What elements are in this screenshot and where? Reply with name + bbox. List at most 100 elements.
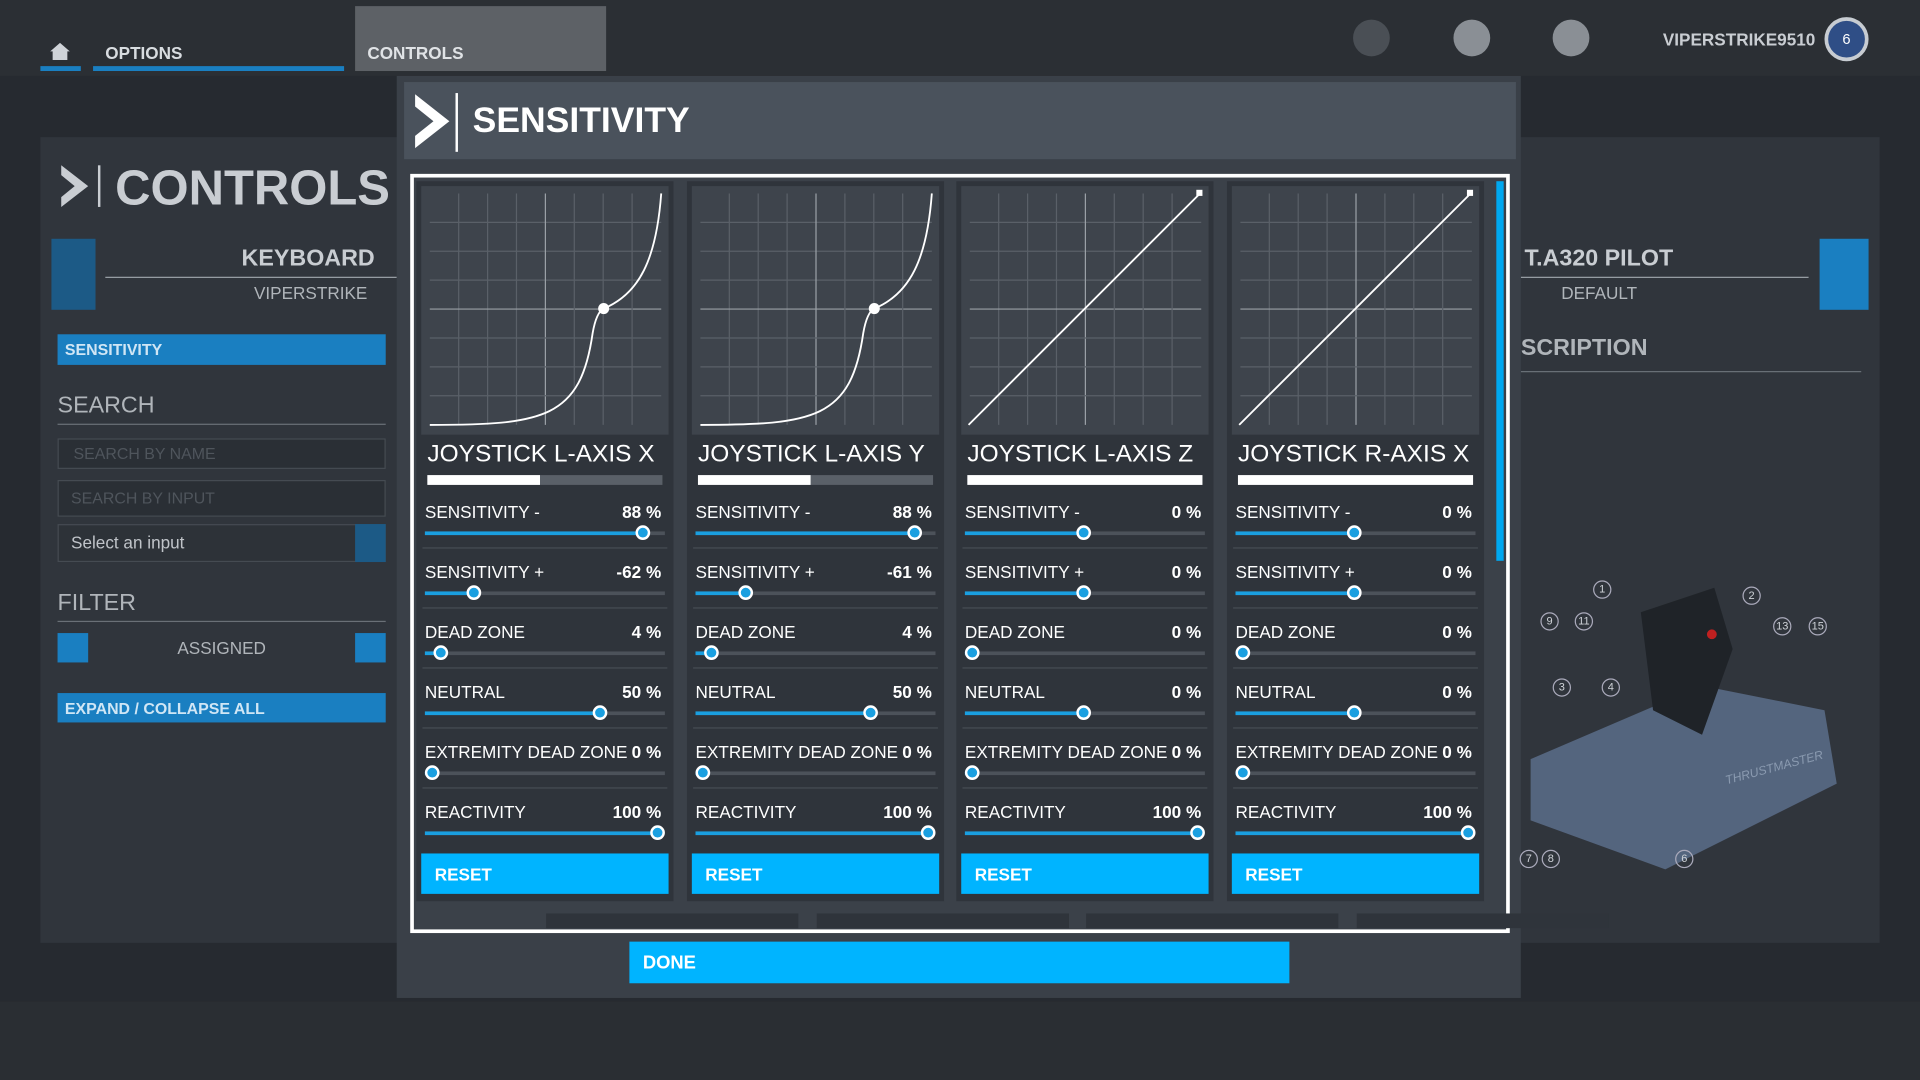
slider-track[interactable] (695, 771, 936, 776)
next-row-graph (546, 913, 799, 929)
slider-knob[interactable] (1076, 705, 1092, 721)
dropdown-arrow[interactable] (355, 524, 386, 563)
divider (422, 787, 668, 789)
search-placeholder: SEARCH BY NAME (73, 444, 216, 463)
slider-track[interactable] (1235, 651, 1476, 656)
slider-knob[interactable] (433, 645, 449, 661)
setting-label: NEUTRAL (424, 682, 505, 702)
callout: 7 (1519, 849, 1538, 869)
setting-value: 4 % (902, 622, 932, 642)
divider (1520, 276, 1809, 278)
curve-graph (961, 186, 1209, 435)
setting-label: REACTIVITY (964, 802, 1066, 822)
setting-value: 0 % (1171, 502, 1202, 522)
slider-track[interactable] (964, 651, 1205, 656)
setting-value: 0 % (1171, 622, 1202, 642)
next-button[interactable] (1819, 238, 1869, 310)
slider-track[interactable] (424, 771, 665, 776)
search-field[interactable] (57, 438, 386, 469)
slider-knob[interactable] (1190, 825, 1206, 841)
reset-button[interactable] (421, 853, 669, 894)
done-button[interactable] (629, 941, 1290, 984)
select-dropdown[interactable] (57, 524, 386, 563)
friends-icon[interactable] (1353, 19, 1390, 57)
slider-track[interactable] (424, 591, 665, 596)
slider-knob[interactable] (695, 765, 711, 781)
scrollbar[interactable] (1496, 181, 1504, 561)
slider-track[interactable] (964, 771, 1205, 776)
filter-prev[interactable] (57, 633, 89, 663)
slider-track[interactable] (695, 591, 936, 596)
slider-knob[interactable] (920, 825, 936, 841)
callout: 2 (1742, 586, 1761, 605)
sensitivity-label[interactable]: SENSITIVITY (64, 340, 163, 359)
tab[interactable]: OPTIONS (105, 42, 183, 63)
setting-label: REACTIVITY (695, 802, 797, 822)
slider-fill (964, 831, 1198, 836)
search-field[interactable] (57, 480, 386, 517)
tab[interactable]: CONTROLS (367, 42, 464, 63)
prev-button[interactable] (51, 238, 96, 310)
slider-track[interactable] (1235, 771, 1476, 776)
username: VIPERSTRIKE9510 (1662, 29, 1816, 49)
slider-knob[interactable] (738, 585, 754, 601)
select-label[interactable]: Select an input (71, 532, 185, 553)
slider-knob[interactable] (1076, 525, 1092, 541)
slider-knob[interactable] (424, 765, 440, 781)
slider-knob[interactable] (1346, 585, 1362, 601)
setting-value: -61 % (887, 562, 932, 582)
slider-fill (1235, 531, 1355, 536)
setting-label: EXTREMITY DEAD ZONE (964, 742, 1168, 762)
slider-fill (424, 831, 658, 836)
sidebar-title: CONTROLS (115, 161, 390, 216)
reset-label[interactable]: RESET (974, 864, 1032, 885)
reset-label[interactable]: RESET (434, 864, 492, 885)
profile-icon[interactable] (1453, 19, 1491, 57)
setting-value: 0 % (902, 742, 932, 762)
slider-knob[interactable] (1346, 705, 1362, 721)
slider-knob[interactable] (863, 705, 879, 721)
setting-value: 0 % (1442, 562, 1472, 582)
slider-knob[interactable] (1460, 825, 1476, 841)
home-icon[interactable] (49, 42, 71, 62)
expand-button[interactable] (57, 693, 386, 723)
slider-knob[interactable] (1235, 765, 1251, 781)
slider-knob[interactable] (964, 765, 980, 781)
setting-value: 100 % (1423, 802, 1472, 822)
notification-icon[interactable] (1552, 19, 1590, 57)
slider-fill (1235, 711, 1355, 716)
filter-next[interactable] (355, 633, 386, 663)
callout: 1 (1593, 580, 1612, 599)
sensitivity-button[interactable] (57, 334, 386, 365)
divider (422, 727, 668, 729)
curve-graph (691, 186, 940, 435)
slider-track[interactable] (695, 651, 936, 656)
slider-knob[interactable] (907, 525, 922, 541)
setting-value: 50 % (892, 682, 932, 702)
slider-knob[interactable] (650, 825, 666, 841)
slider-knob[interactable] (635, 525, 651, 541)
slider-knob[interactable] (1235, 645, 1251, 661)
reset-button[interactable] (961, 853, 1209, 894)
divider (693, 727, 938, 729)
slider-knob[interactable] (466, 585, 482, 601)
slider-knob[interactable] (592, 705, 608, 721)
slider-knob[interactable] (1076, 585, 1092, 601)
reset-button[interactable] (691, 853, 940, 894)
setting-label: DEAD ZONE (424, 622, 525, 642)
tab-active[interactable] (355, 6, 607, 72)
setting-label: SENSITIVITY - (424, 502, 540, 522)
slider-knob[interactable] (703, 645, 719, 661)
slider-knob[interactable] (964, 645, 980, 661)
setting-value: 100 % (1152, 802, 1202, 822)
slider-track[interactable] (424, 651, 665, 656)
done-label[interactable]: DONE (642, 952, 696, 974)
divider (962, 667, 1208, 669)
reset-label[interactable]: RESET (1245, 864, 1303, 885)
reset-label[interactable]: RESET (705, 864, 763, 885)
reset-button[interactable] (1231, 853, 1480, 894)
setting-value: 4 % (631, 622, 662, 642)
slider-knob[interactable] (1346, 525, 1362, 541)
slider-fill (1235, 831, 1469, 836)
expand-label[interactable]: EXPAND / COLLAPSE ALL (64, 699, 265, 718)
